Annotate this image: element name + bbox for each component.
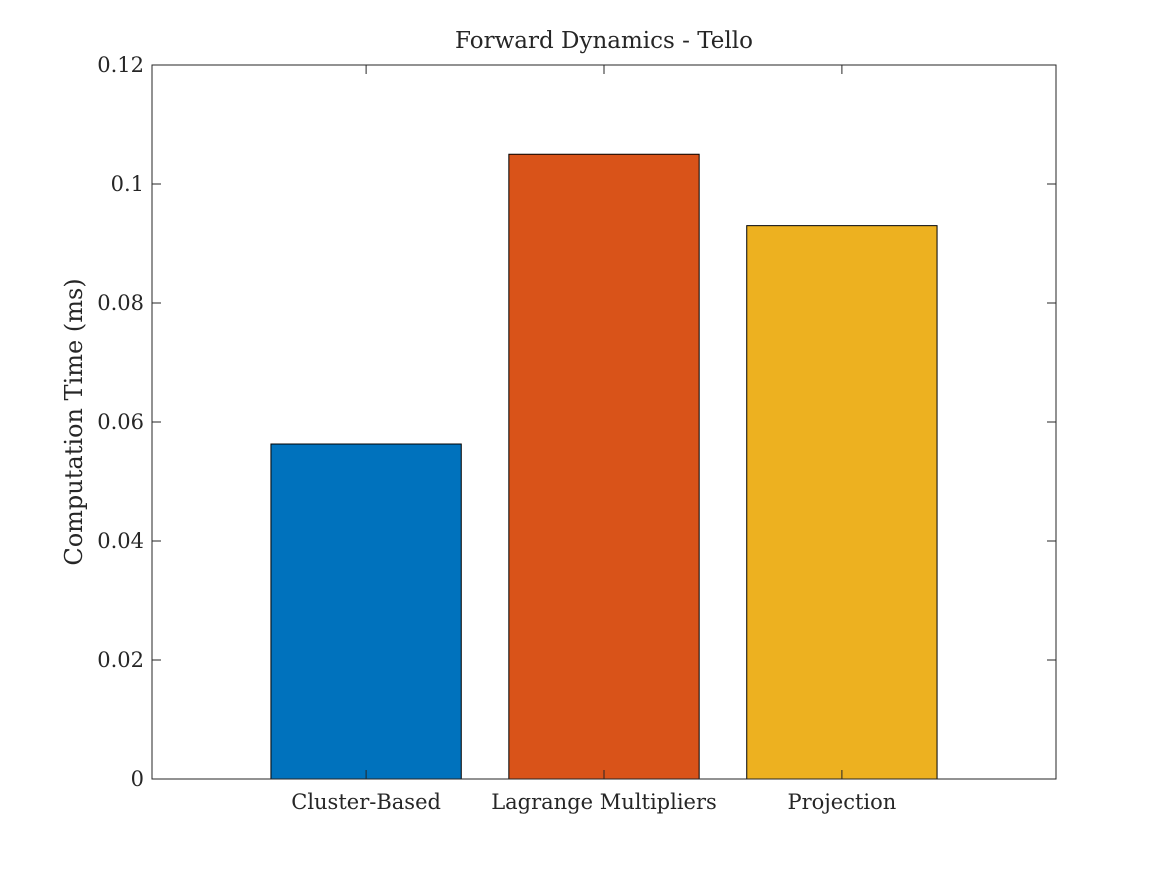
x-tick-label: Lagrange Multipliers	[491, 790, 717, 814]
bar-cluster-based	[270, 443, 462, 780]
x-tick-label: Cluster-Based	[291, 790, 441, 814]
y-axis-label: Computation Time (ms)	[60, 278, 88, 565]
bar-lagrange-multipliers	[508, 153, 700, 780]
chart-title: Forward Dynamics - Tello	[455, 28, 753, 54]
y-tick-label: 0	[131, 767, 144, 791]
x-tick-label: Projection	[787, 790, 896, 814]
y-tick-label: 0.08	[97, 291, 144, 315]
y-tick-label: 0.1	[111, 172, 144, 196]
bars-group	[270, 153, 938, 780]
y-tick-label: 0.12	[97, 53, 144, 77]
ticks-group: 0 0.02 0.04 0.06 0.08 0.1 0.12 Cluster-Based Lag…	[97, 53, 1056, 814]
bar-projection	[746, 225, 938, 780]
y-tick-label: 0.02	[97, 648, 144, 672]
y-tick-label: 0.06	[97, 410, 144, 434]
y-tick-label: 0.04	[97, 529, 144, 553]
